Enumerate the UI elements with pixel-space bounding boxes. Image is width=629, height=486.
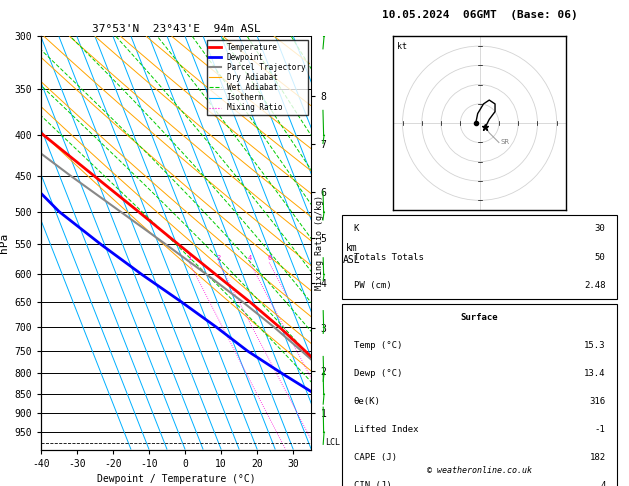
Text: 2: 2 xyxy=(216,255,221,260)
Text: 15.3: 15.3 xyxy=(584,341,606,349)
Text: Lifted Index: Lifted Index xyxy=(353,425,418,434)
Text: Dewp (°C): Dewp (°C) xyxy=(353,368,402,378)
X-axis label: Dewpoint / Temperature (°C): Dewpoint / Temperature (°C) xyxy=(97,474,255,484)
Text: Surface: Surface xyxy=(461,313,498,322)
Text: -1: -1 xyxy=(595,425,606,434)
Text: 1: 1 xyxy=(187,255,192,260)
Y-axis label: hPa: hPa xyxy=(0,233,9,253)
Bar xyxy=(342,304,617,486)
Text: 182: 182 xyxy=(589,453,606,462)
Text: K: K xyxy=(353,225,359,233)
Text: 6: 6 xyxy=(267,255,271,260)
Text: CIN (J): CIN (J) xyxy=(353,481,391,486)
Text: LCL: LCL xyxy=(325,438,340,447)
Text: 10.05.2024  06GMT  (Base: 06): 10.05.2024 06GMT (Base: 06) xyxy=(382,10,577,20)
Text: Temp (°C): Temp (°C) xyxy=(353,341,402,349)
Legend: Temperature, Dewpoint, Parcel Trajectory, Dry Adiabat, Wet Adiabat, Isotherm, Mi: Temperature, Dewpoint, Parcel Trajectory… xyxy=(207,40,308,115)
Text: 30: 30 xyxy=(595,225,606,233)
Text: 316: 316 xyxy=(589,397,606,406)
Bar xyxy=(342,215,617,299)
Text: 13.4: 13.4 xyxy=(584,368,606,378)
Text: © weatheronline.co.uk: © weatheronline.co.uk xyxy=(427,466,532,475)
Text: 50: 50 xyxy=(595,253,606,261)
Text: kt: kt xyxy=(397,42,407,51)
Text: θe(K): θe(K) xyxy=(353,397,381,406)
Text: 4: 4 xyxy=(248,255,252,260)
Text: 2.48: 2.48 xyxy=(584,280,606,290)
Text: CAPE (J): CAPE (J) xyxy=(353,453,397,462)
Text: Mixing Ratio (g/kg): Mixing Ratio (g/kg) xyxy=(314,195,324,291)
Text: Totals Totals: Totals Totals xyxy=(353,253,423,261)
Text: PW (cm): PW (cm) xyxy=(353,280,391,290)
Title: 37°53'N  23°43'E  94m ASL: 37°53'N 23°43'E 94m ASL xyxy=(92,24,260,35)
Text: 4: 4 xyxy=(600,481,606,486)
Y-axis label: km
ASL: km ASL xyxy=(342,243,360,264)
Text: SR: SR xyxy=(501,139,510,145)
